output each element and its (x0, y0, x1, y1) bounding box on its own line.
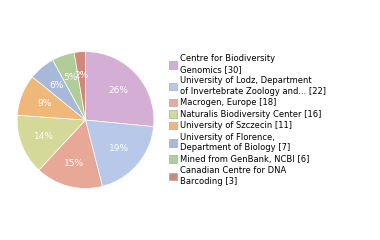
Text: 14%: 14% (34, 132, 54, 141)
Wedge shape (74, 52, 86, 120)
Text: 15%: 15% (65, 159, 85, 168)
Wedge shape (17, 115, 85, 170)
Text: 26%: 26% (108, 86, 128, 95)
Wedge shape (86, 120, 154, 186)
Wedge shape (53, 53, 86, 120)
Wedge shape (17, 77, 85, 120)
Wedge shape (39, 120, 103, 188)
Text: 19%: 19% (109, 144, 129, 153)
Text: 9%: 9% (37, 99, 51, 108)
Wedge shape (86, 52, 154, 127)
Text: 2%: 2% (75, 71, 89, 80)
Legend: Centre for Biodiversity
Genomics [30], University of Lodz, Department
of Inverte: Centre for Biodiversity Genomics [30], U… (169, 54, 326, 186)
Text: 6%: 6% (50, 81, 64, 90)
Wedge shape (32, 60, 86, 120)
Text: 5%: 5% (64, 73, 78, 83)
